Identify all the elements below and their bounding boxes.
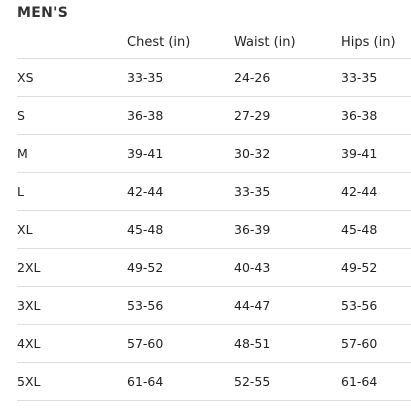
chest-cell: 53-56 (127, 286, 234, 325)
hips-cell: 36-38 (341, 96, 411, 135)
waist-cell: 40-43 (234, 248, 341, 287)
chest-cell: 39-41 (127, 134, 234, 173)
hips-cell: 45-48 (341, 210, 411, 249)
size-cell: 4XL (17, 324, 127, 363)
chart-title: MEN'S (17, 5, 69, 21)
size-cell: XS (17, 58, 127, 97)
chest-cell: 33-35 (127, 58, 234, 97)
waist-cell: 30-32 (234, 134, 341, 173)
chest-cell: 61-64 (127, 362, 234, 401)
waist-cell: 36-39 (234, 210, 341, 249)
hips-cell: 49-52 (341, 248, 411, 287)
hips-cell: 42-44 (341, 172, 411, 211)
size-cell: XL (17, 210, 127, 249)
chest-cell: 36-38 (127, 96, 234, 135)
table-row: S 36-38 27-29 36-38 (17, 96, 411, 135)
hips-cell: 57-60 (341, 324, 411, 363)
size-cell: 5XL (17, 362, 127, 401)
waist-cell: 24-26 (234, 58, 341, 97)
waist-cell: 27-29 (234, 96, 341, 135)
table-row: XS 33-35 24-26 33-35 (17, 58, 411, 97)
table-row: 3XL 53-56 44-47 53-56 (17, 286, 411, 325)
header-size (17, 26, 127, 59)
chest-cell: 49-52 (127, 248, 234, 287)
waist-cell: 48-51 (234, 324, 341, 363)
header-chest: Chest (in) (127, 26, 234, 59)
table-row: M 39-41 30-32 39-41 (17, 134, 411, 173)
size-cell: 2XL (17, 248, 127, 287)
size-cell: L (17, 172, 127, 211)
chest-cell: 45-48 (127, 210, 234, 249)
size-cell: M (17, 134, 127, 173)
table-row: 5XL 61-64 52-55 61-64 (17, 362, 411, 401)
hips-cell: 61-64 (341, 362, 411, 401)
size-cell: 3XL (17, 286, 127, 325)
hips-cell: 53-56 (341, 286, 411, 325)
header-waist: Waist (in) (234, 26, 341, 59)
table-row: L 42-44 33-35 42-44 (17, 172, 411, 211)
waist-cell: 33-35 (234, 172, 341, 211)
table-row: XL 45-48 36-39 45-48 (17, 210, 411, 249)
hips-cell: 39-41 (341, 134, 411, 173)
waist-cell: 44-47 (234, 286, 341, 325)
hips-cell: 33-35 (341, 58, 411, 97)
table-row: 2XL 49-52 40-43 49-52 (17, 248, 411, 287)
chest-cell: 57-60 (127, 324, 234, 363)
table-row: 4XL 57-60 48-51 57-60 (17, 324, 411, 363)
header-hips: Hips (in) (341, 26, 411, 59)
waist-cell: 52-55 (234, 362, 341, 401)
chest-cell: 42-44 (127, 172, 234, 211)
size-cell: S (17, 96, 127, 135)
header-row: Chest (in) Waist (in) Hips (in) (17, 26, 411, 59)
size-table: Chest (in) Waist (in) Hips (in) XS 33-35… (17, 26, 411, 401)
